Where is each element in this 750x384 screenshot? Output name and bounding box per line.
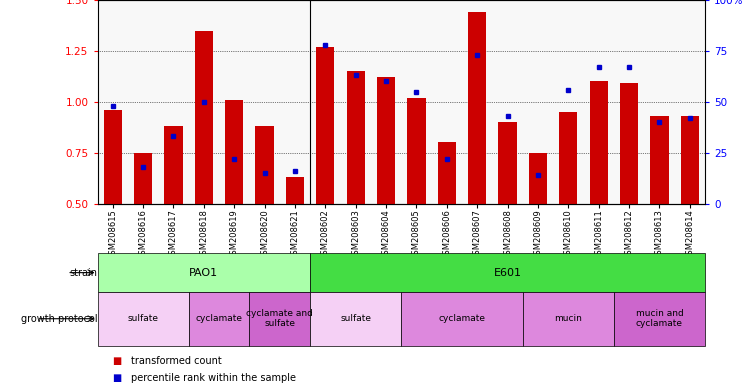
Bar [401, 292, 523, 346]
Text: sulfate: sulfate [128, 314, 158, 323]
Bar [681, 116, 699, 204]
Text: growth protocol: growth protocol [21, 314, 98, 324]
Text: E601: E601 [494, 268, 521, 278]
Text: percentile rank within the sample: percentile rank within the sample [131, 373, 296, 383]
Text: strain: strain [70, 268, 98, 278]
Bar [286, 177, 304, 204]
Text: cyclamate: cyclamate [439, 314, 485, 323]
Bar [377, 77, 395, 204]
Bar [529, 152, 547, 204]
Text: mucin and
cyclamate: mucin and cyclamate [635, 309, 683, 328]
Bar [316, 47, 334, 204]
Text: cyclamate and
sulfate: cyclamate and sulfate [246, 309, 314, 328]
Bar [560, 112, 578, 204]
Bar [650, 116, 668, 204]
Bar [590, 81, 608, 204]
Bar [134, 152, 152, 204]
Bar [195, 31, 213, 204]
Text: ■: ■ [112, 356, 122, 366]
Bar [98, 253, 310, 292]
Bar [225, 100, 243, 204]
Text: mucin: mucin [554, 314, 582, 323]
Text: transformed count: transformed count [131, 356, 222, 366]
Bar [468, 12, 486, 204]
Bar [310, 292, 401, 346]
Bar [164, 126, 182, 204]
Bar [310, 253, 705, 292]
Text: sulfate: sulfate [340, 314, 371, 323]
Text: cyclamate: cyclamate [196, 314, 242, 323]
Bar [189, 292, 249, 346]
Bar [523, 292, 614, 346]
Text: ■: ■ [112, 373, 122, 383]
Bar [438, 142, 456, 204]
Bar [346, 71, 364, 204]
Bar [104, 110, 122, 204]
Text: PAO1: PAO1 [189, 268, 218, 278]
Bar [256, 126, 274, 204]
Bar [614, 292, 705, 346]
Bar [98, 292, 189, 346]
Bar [249, 292, 310, 346]
Bar [407, 98, 425, 204]
Bar [620, 83, 638, 204]
Bar [499, 122, 517, 204]
